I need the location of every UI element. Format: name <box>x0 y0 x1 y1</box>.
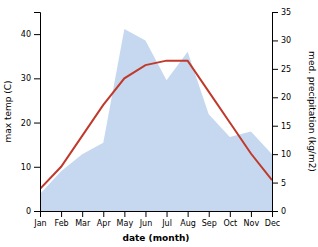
y-axis-line <box>34 13 41 212</box>
y-tick-mark <box>34 34 40 35</box>
x-tick-label: Apr <box>97 219 112 228</box>
x-tick-label: Aug <box>180 219 196 228</box>
y-tick-label: 0 <box>26 207 31 216</box>
y2-tick-label: 20 <box>281 93 291 102</box>
y-axis: 0 10 20 30 40 <box>21 13 41 217</box>
y2-tick-mark <box>272 97 278 98</box>
x-tick-mark <box>103 211 104 217</box>
y2-tick-label: 5 <box>281 179 286 188</box>
y2-tick-label: 25 <box>281 65 291 74</box>
x-tick-mark <box>251 211 252 217</box>
y-tick: 20 <box>21 119 40 128</box>
x-tick-mark <box>188 211 189 217</box>
area <box>40 29 272 211</box>
x-tick: Sep <box>202 211 217 228</box>
y2-tick-mark <box>272 126 278 127</box>
x-tick-mark <box>61 211 62 217</box>
y2-tick-label: 35 <box>281 8 291 17</box>
x-tick: Dec <box>265 211 280 228</box>
plot: JanFebMarAprMayJunJulAugSepOctNovDec0102… <box>21 8 291 228</box>
x-tick: Oct <box>223 211 237 228</box>
x-tick: Feb <box>55 211 69 228</box>
x-tick-label: Jun <box>139 219 153 228</box>
x-tick: Apr <box>97 211 112 228</box>
x-tick-label: Mar <box>75 219 91 228</box>
y2-tick-mark <box>272 12 278 13</box>
x-tick-label: May <box>117 219 134 228</box>
y-tick: 10 <box>21 163 40 172</box>
y2-axis-line <box>273 13 279 212</box>
x-tick-mark <box>230 211 231 217</box>
marks <box>40 29 272 211</box>
x-tick-label: Feb <box>55 219 69 228</box>
x-axis-title: date (month) <box>123 233 190 243</box>
x-tick: Aug <box>180 211 196 228</box>
y2-axis: 0 5 10 15 20 25 30 35 <box>272 8 291 216</box>
y2-tick-mark <box>272 69 278 70</box>
y2-tick: 15 <box>272 122 291 131</box>
y-tick: 30 <box>21 74 40 83</box>
x-tick-mark <box>82 211 83 217</box>
chart: JanFebMarAprMayJunJulAugSepOctNovDec0102… <box>0 0 318 247</box>
x-tick-label: Nov <box>244 219 260 228</box>
x-tick-label: Sep <box>202 219 217 228</box>
x-axis-line <box>41 212 273 218</box>
y-tick-mark <box>34 167 40 168</box>
y2-tick: 35 <box>272 8 291 17</box>
x-tick-label: Dec <box>265 219 280 228</box>
y2-tick-mark <box>272 183 278 184</box>
x-tick: Nov <box>244 211 260 228</box>
y-tick-label: 20 <box>21 119 31 128</box>
y-tick-mark <box>34 123 40 124</box>
x-tick: Jul <box>161 211 172 228</box>
x-tick-label: Jul <box>161 219 172 228</box>
x-tick: Mar <box>75 211 91 228</box>
y-axis-title: max temp (C) <box>3 80 13 142</box>
x-tick-mark <box>145 211 146 217</box>
y2-tick-label: 0 <box>281 207 286 216</box>
y-tick: 0 <box>26 207 40 216</box>
y2-tick: 30 <box>272 36 291 45</box>
y2-tick-label: 15 <box>281 122 291 131</box>
y2-tick-mark <box>272 40 278 41</box>
x-tick-mark <box>124 211 125 217</box>
y-tick-mark <box>34 211 40 212</box>
x-tick-mark <box>209 211 210 217</box>
x-tick: May <box>117 211 134 228</box>
y-tick-mark <box>34 78 40 79</box>
y-tick-label: 40 <box>21 30 31 39</box>
y2-tick: 25 <box>272 65 291 74</box>
y2-tick: 10 <box>272 150 291 159</box>
y2-tick: 5 <box>272 179 286 188</box>
y-tick: 40 <box>21 30 40 39</box>
x-tick-label: Jan <box>33 219 46 228</box>
y-tick-label: 10 <box>21 163 31 172</box>
y2-tick-label: 30 <box>281 36 291 45</box>
x-axis: Jan Feb Mar Apr May Jun Jul Aug Sep Oct Nov Dec <box>33 211 280 228</box>
x-tick-label: Oct <box>223 219 237 228</box>
x-tick-mark <box>167 211 168 217</box>
y-tick-label: 30 <box>21 74 31 83</box>
y2-tick: 0 <box>272 207 286 216</box>
y2-axis-title: med. precipitation (kg/m2) <box>307 51 317 172</box>
y2-tick-mark <box>272 154 278 155</box>
line <box>40 61 272 189</box>
x-tick: Jun <box>139 211 153 228</box>
y2-tick-label: 10 <box>281 150 291 159</box>
x-tick: Jan <box>33 211 46 228</box>
y2-tick-mark <box>272 211 278 212</box>
y2-tick: 20 <box>272 93 291 102</box>
